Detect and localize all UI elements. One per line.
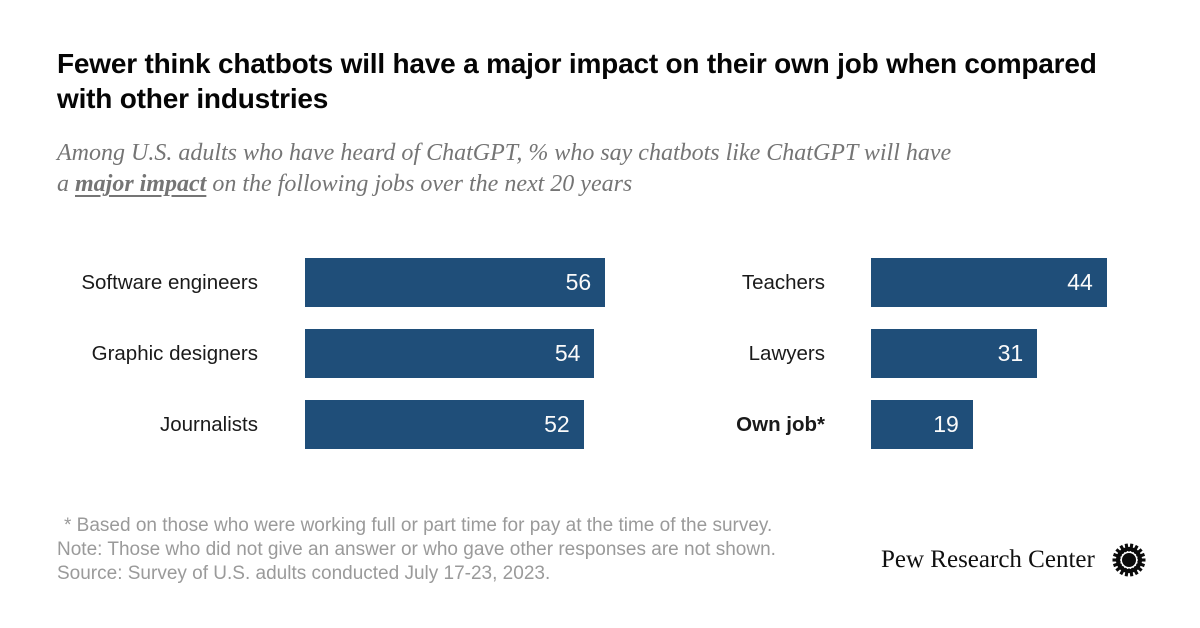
category-label: Teachers bbox=[741, 270, 825, 294]
bar-row-lawyers: Lawyers 31 bbox=[567, 329, 1107, 378]
value-label: 56 bbox=[565, 269, 592, 295]
footnote-source: Source: Survey of U.S. adults conducted … bbox=[57, 563, 551, 584]
bar-teachers: 44 bbox=[871, 258, 1107, 307]
value-label: 54 bbox=[554, 340, 581, 366]
category-label: Software engineers bbox=[81, 270, 258, 294]
subtitle-line1: Among U.S. adults who have heard of Chat… bbox=[57, 140, 952, 166]
value-label: 44 bbox=[1067, 269, 1093, 295]
category-label-own-job: Own job* bbox=[736, 412, 825, 436]
bar-row-graphic-designers: Graphic designers 54 bbox=[0, 329, 605, 378]
bar-row-software-engineers: Software engineers 56 bbox=[0, 258, 606, 307]
bar-row-teachers: Teachers 44 bbox=[567, 258, 1107, 307]
bar-software-engineers: 56 bbox=[305, 258, 606, 307]
bar-group-left: Software engineers 56 Graphic designers … bbox=[0, 258, 606, 471]
value-label: 52 bbox=[544, 411, 570, 437]
footer-notes: * Based on those who were working full o… bbox=[57, 514, 776, 586]
chart-title: Fewer think chatbots will have a major i… bbox=[57, 48, 1097, 114]
bar-row-own-job: Own job* 19 bbox=[567, 400, 1107, 449]
brand-lockup: Pew Research Center bbox=[881, 538, 1150, 582]
brand-name: Pew Research Center bbox=[881, 546, 1095, 573]
chart-subtitle: Among U.S. adults who have heard of Chat… bbox=[57, 138, 1147, 200]
category-label: Graphic designers bbox=[91, 341, 258, 365]
category-label: Lawyers bbox=[748, 341, 825, 365]
subtitle-line2-suffix: on the following jobs over the next 20 y… bbox=[206, 171, 633, 197]
bar-journalists: 52 bbox=[305, 400, 584, 449]
bar-lawyers: 31 bbox=[871, 329, 1038, 378]
footnote-note: Note: Those who did not give an answer o… bbox=[57, 539, 776, 560]
bar-own-job: 19 bbox=[871, 400, 973, 449]
value-label: 31 bbox=[997, 340, 1024, 366]
bar-row-journalists: Journalists 52 bbox=[0, 400, 605, 449]
bar-group-right: Teachers 44 Lawyers 31 Own job* 19 bbox=[567, 258, 1107, 471]
pew-sunburst-icon bbox=[1112, 543, 1146, 577]
subtitle-emphasis: major impact bbox=[75, 171, 207, 197]
subtitle-line2-prefix: a bbox=[57, 171, 75, 197]
footnote-asterisk: * Based on those who were working full o… bbox=[64, 515, 773, 536]
bar-graphic-designers: 54 bbox=[305, 329, 595, 378]
category-label: Journalists bbox=[160, 412, 258, 436]
value-label: 19 bbox=[933, 411, 959, 437]
